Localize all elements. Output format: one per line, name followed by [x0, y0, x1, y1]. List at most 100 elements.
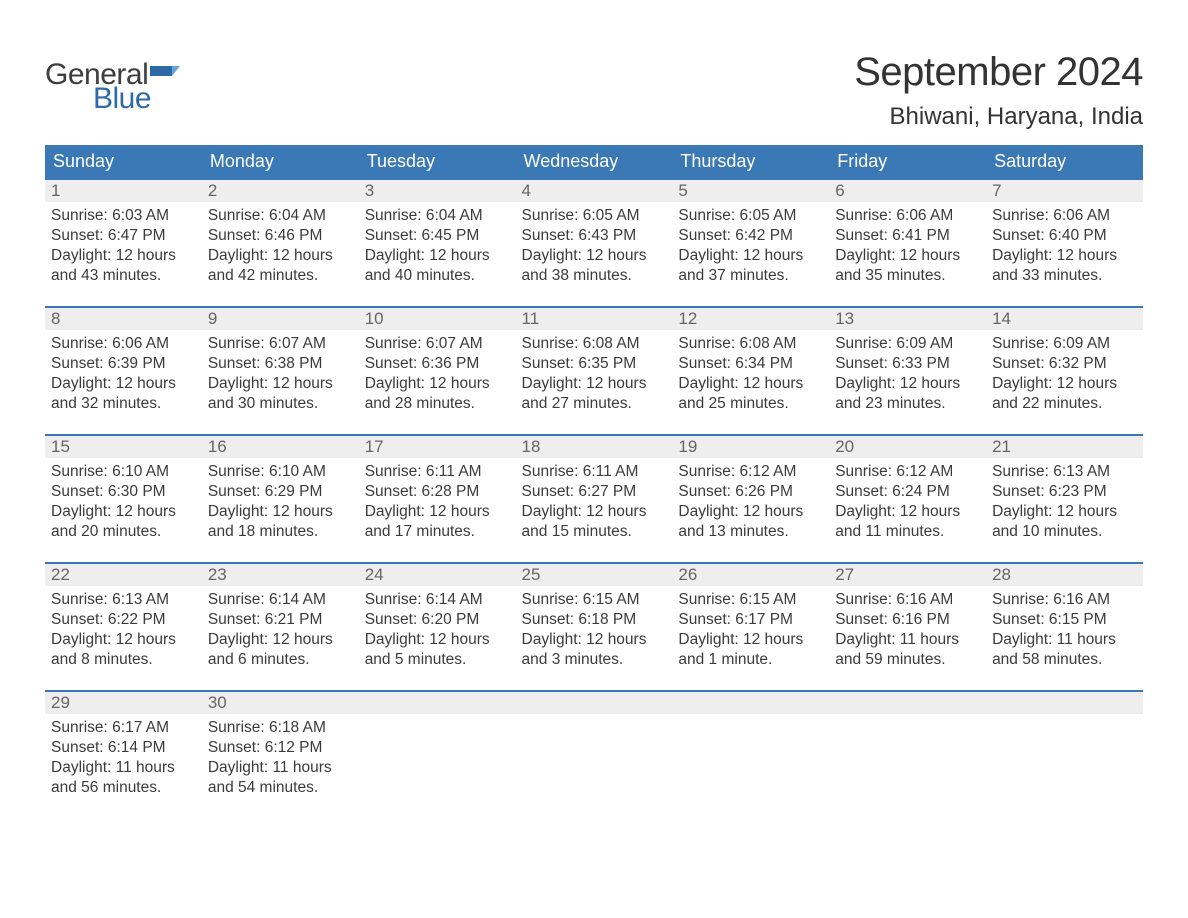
- day-header: Monday: [202, 145, 359, 178]
- daylight-line-1: Daylight: 12 hours: [992, 246, 1137, 266]
- sunrise-line: Sunrise: 6:14 AM: [208, 590, 353, 610]
- day-number: 25: [516, 562, 673, 586]
- daylight-line-2: and 43 minutes.: [51, 266, 196, 286]
- day-details: Sunrise: 6:11 AMSunset: 6:28 PMDaylight:…: [359, 458, 516, 543]
- day-details: Sunrise: 6:06 AMSunset: 6:41 PMDaylight:…: [829, 202, 986, 287]
- week-row: 1Sunrise: 6:03 AMSunset: 6:47 PMDaylight…: [45, 178, 1143, 306]
- sunrise-line: Sunrise: 6:03 AM: [51, 206, 196, 226]
- sunrise-line: Sunrise: 6:18 AM: [208, 718, 353, 738]
- sunset-line: Sunset: 6:21 PM: [208, 610, 353, 630]
- sunrise-line: Sunrise: 6:15 AM: [678, 590, 823, 610]
- day-details: Sunrise: 6:09 AMSunset: 6:32 PMDaylight:…: [986, 330, 1143, 415]
- sunrise-line: Sunrise: 6:07 AM: [365, 334, 510, 354]
- daylight-line-2: and 11 minutes.: [835, 522, 980, 542]
- sunrise-line: Sunrise: 6:04 AM: [208, 206, 353, 226]
- daylight-line-2: and 56 minutes.: [51, 778, 196, 798]
- daylight-line-2: and 5 minutes.: [365, 650, 510, 670]
- sunset-line: Sunset: 6:26 PM: [678, 482, 823, 502]
- day-number: 10: [359, 306, 516, 330]
- daylight-line-2: and 28 minutes.: [365, 394, 510, 414]
- day-cell: 2Sunrise: 6:04 AMSunset: 6:46 PMDaylight…: [202, 178, 359, 306]
- day-number: 29: [45, 690, 202, 714]
- day-number: 27: [829, 562, 986, 586]
- daylight-line-2: and 54 minutes.: [208, 778, 353, 798]
- day-details: Sunrise: 6:18 AMSunset: 6:12 PMDaylight:…: [202, 714, 359, 799]
- day-number: 6: [829, 178, 986, 202]
- day-number: 2: [202, 178, 359, 202]
- daylight-line-1: Daylight: 11 hours: [992, 630, 1137, 650]
- sunrise-line: Sunrise: 6:06 AM: [835, 206, 980, 226]
- day-details: Sunrise: 6:03 AMSunset: 6:47 PMDaylight:…: [45, 202, 202, 287]
- day-number: 9: [202, 306, 359, 330]
- day-header: Wednesday: [516, 145, 673, 178]
- daylight-line-2: and 58 minutes.: [992, 650, 1137, 670]
- daylight-line-1: Daylight: 12 hours: [835, 374, 980, 394]
- daylight-line-1: Daylight: 11 hours: [835, 630, 980, 650]
- day-number-bar: [986, 690, 1143, 714]
- daylight-line-1: Daylight: 12 hours: [522, 630, 667, 650]
- day-details: Sunrise: 6:13 AMSunset: 6:23 PMDaylight:…: [986, 458, 1143, 543]
- day-details: Sunrise: 6:07 AMSunset: 6:36 PMDaylight:…: [359, 330, 516, 415]
- sunset-line: Sunset: 6:40 PM: [992, 226, 1137, 246]
- daylight-line-2: and 25 minutes.: [678, 394, 823, 414]
- day-cell: 30Sunrise: 6:18 AMSunset: 6:12 PMDayligh…: [202, 690, 359, 818]
- daylight-line-2: and 27 minutes.: [522, 394, 667, 414]
- day-cell: 25Sunrise: 6:15 AMSunset: 6:18 PMDayligh…: [516, 562, 673, 690]
- day-number: 17: [359, 434, 516, 458]
- day-cell: 11Sunrise: 6:08 AMSunset: 6:35 PMDayligh…: [516, 306, 673, 434]
- day-number: 12: [672, 306, 829, 330]
- daylight-line-1: Daylight: 12 hours: [208, 374, 353, 394]
- day-header-row: Sunday Monday Tuesday Wednesday Thursday…: [45, 145, 1143, 178]
- day-cell: [829, 690, 986, 818]
- day-cell: 15Sunrise: 6:10 AMSunset: 6:30 PMDayligh…: [45, 434, 202, 562]
- day-cell: 1Sunrise: 6:03 AMSunset: 6:47 PMDaylight…: [45, 178, 202, 306]
- day-cell: 8Sunrise: 6:06 AMSunset: 6:39 PMDaylight…: [45, 306, 202, 434]
- daylight-line-2: and 38 minutes.: [522, 266, 667, 286]
- day-cell: 17Sunrise: 6:11 AMSunset: 6:28 PMDayligh…: [359, 434, 516, 562]
- day-cell: [516, 690, 673, 818]
- daylight-line-1: Daylight: 12 hours: [678, 246, 823, 266]
- sunrise-line: Sunrise: 6:04 AM: [365, 206, 510, 226]
- day-number: 4: [516, 178, 673, 202]
- day-number: 1: [45, 178, 202, 202]
- daylight-line-2: and 37 minutes.: [678, 266, 823, 286]
- sunset-line: Sunset: 6:23 PM: [992, 482, 1137, 502]
- sunrise-line: Sunrise: 6:05 AM: [678, 206, 823, 226]
- sunrise-line: Sunrise: 6:13 AM: [51, 590, 196, 610]
- daylight-line-1: Daylight: 12 hours: [51, 502, 196, 522]
- day-number: 16: [202, 434, 359, 458]
- sunset-line: Sunset: 6:45 PM: [365, 226, 510, 246]
- title-block: September 2024 Bhiwani, Haryana, India: [854, 50, 1143, 141]
- day-cell: 19Sunrise: 6:12 AMSunset: 6:26 PMDayligh…: [672, 434, 829, 562]
- day-cell: 28Sunrise: 6:16 AMSunset: 6:15 PMDayligh…: [986, 562, 1143, 690]
- sunrise-line: Sunrise: 6:09 AM: [992, 334, 1137, 354]
- daylight-line-1: Daylight: 12 hours: [208, 630, 353, 650]
- day-number: 22: [45, 562, 202, 586]
- daylight-line-1: Daylight: 12 hours: [51, 246, 196, 266]
- daylight-line-2: and 33 minutes.: [992, 266, 1137, 286]
- month-title: September 2024: [854, 50, 1143, 95]
- sunset-line: Sunset: 6:35 PM: [522, 354, 667, 374]
- sunset-line: Sunset: 6:28 PM: [365, 482, 510, 502]
- daylight-line-2: and 6 minutes.: [208, 650, 353, 670]
- sunset-line: Sunset: 6:34 PM: [678, 354, 823, 374]
- week-row: 15Sunrise: 6:10 AMSunset: 6:30 PMDayligh…: [45, 434, 1143, 562]
- daylight-line-2: and 13 minutes.: [678, 522, 823, 542]
- day-number: 14: [986, 306, 1143, 330]
- day-details: Sunrise: 6:06 AMSunset: 6:39 PMDaylight:…: [45, 330, 202, 415]
- daylight-line-1: Daylight: 12 hours: [365, 374, 510, 394]
- daylight-line-2: and 35 minutes.: [835, 266, 980, 286]
- daylight-line-1: Daylight: 12 hours: [208, 246, 353, 266]
- day-number: 30: [202, 690, 359, 714]
- day-cell: 4Sunrise: 6:05 AMSunset: 6:43 PMDaylight…: [516, 178, 673, 306]
- day-header: Friday: [829, 145, 986, 178]
- day-number: 7: [986, 178, 1143, 202]
- day-header: Thursday: [672, 145, 829, 178]
- sunset-line: Sunset: 6:27 PM: [522, 482, 667, 502]
- sunset-line: Sunset: 6:32 PM: [992, 354, 1137, 374]
- logo-word-2: Blue: [93, 84, 180, 114]
- daylight-line-1: Daylight: 12 hours: [208, 502, 353, 522]
- day-details: Sunrise: 6:10 AMSunset: 6:29 PMDaylight:…: [202, 458, 359, 543]
- calendar-table: Sunday Monday Tuesday Wednesday Thursday…: [45, 145, 1143, 818]
- daylight-line-1: Daylight: 12 hours: [992, 502, 1137, 522]
